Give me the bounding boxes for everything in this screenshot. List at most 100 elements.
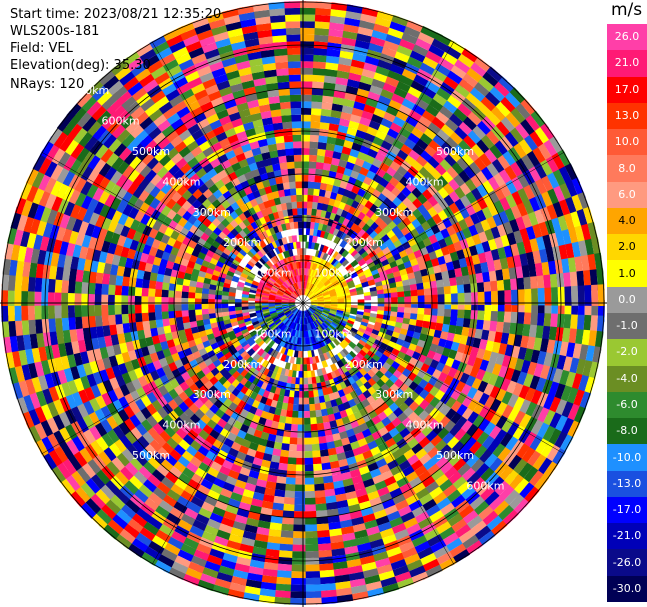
velocity-bin bbox=[271, 314, 279, 320]
velocity-bin bbox=[363, 353, 373, 363]
velocity-bin bbox=[311, 329, 316, 337]
velocity-bin bbox=[315, 291, 322, 296]
velocity-bin bbox=[246, 231, 256, 241]
velocity-bin bbox=[308, 316, 313, 323]
velocity-bin bbox=[258, 239, 267, 249]
velocity-bin bbox=[317, 257, 323, 266]
velocity-bin bbox=[334, 252, 343, 261]
velocity-bin bbox=[328, 312, 336, 318]
velocity-bin bbox=[257, 317, 266, 323]
velocity-bin bbox=[332, 260, 341, 268]
velocity-bin bbox=[245, 336, 254, 344]
velocity-bin bbox=[256, 339, 265, 347]
velocity-bin bbox=[269, 311, 277, 316]
velocity-bin bbox=[280, 258, 287, 267]
velocity-bin bbox=[305, 317, 309, 324]
velocity-bin bbox=[262, 245, 270, 254]
velocity-bin bbox=[336, 274, 344, 281]
velocity-bin bbox=[349, 291, 358, 296]
velocity-bin bbox=[368, 316, 377, 324]
velocity-bin bbox=[304, 310, 307, 318]
velocity-bin bbox=[333, 354, 341, 363]
velocity-bin bbox=[313, 242, 320, 251]
velocity-bin bbox=[323, 295, 331, 299]
velocity-bin bbox=[263, 272, 272, 279]
velocity-bin bbox=[289, 356, 295, 364]
velocity-bin bbox=[289, 306, 296, 310]
velocity-bin bbox=[312, 277, 318, 285]
velocity-bin bbox=[292, 315, 297, 323]
velocity-bin bbox=[284, 310, 291, 315]
velocity-bin bbox=[285, 327, 291, 335]
velocity-bin bbox=[288, 305, 296, 308]
velocity-bin bbox=[322, 291, 330, 296]
velocity-bin bbox=[310, 322, 315, 330]
velocity-bin bbox=[257, 365, 267, 374]
velocity-bin bbox=[291, 293, 298, 298]
velocity-bin bbox=[348, 329, 357, 337]
velocity-bin bbox=[228, 238, 239, 249]
velocity-bin bbox=[317, 318, 323, 324]
velocity-bin bbox=[329, 323, 337, 330]
velocity-bin bbox=[368, 346, 378, 356]
velocity-bin bbox=[337, 276, 345, 283]
velocity-bin bbox=[350, 231, 360, 241]
velocity-bin bbox=[355, 244, 365, 254]
velocity-bin bbox=[308, 291, 313, 298]
velocity-bin bbox=[283, 318, 289, 324]
velocity-bin bbox=[316, 296, 324, 300]
velocity-bin bbox=[316, 281, 322, 288]
velocity-bin bbox=[315, 310, 322, 315]
velocity-bin bbox=[308, 323, 312, 331]
velocity-bin bbox=[276, 309, 284, 314]
velocity-bin bbox=[316, 294, 323, 298]
velocity-bin bbox=[333, 283, 341, 290]
velocity-bin bbox=[347, 317, 356, 324]
velocity-bin bbox=[285, 311, 292, 317]
velocity-bin bbox=[322, 292, 330, 297]
velocity-bin bbox=[234, 343, 243, 352]
velocity-bin bbox=[355, 342, 364, 351]
velocity-bin bbox=[262, 325, 270, 332]
velocity-bin bbox=[328, 288, 336, 294]
velocity-bin bbox=[340, 317, 349, 323]
velocity-bin bbox=[350, 365, 360, 375]
velocity-bin bbox=[311, 285, 317, 292]
velocity-bin bbox=[242, 342, 251, 351]
velocity-bin bbox=[277, 278, 284, 285]
velocity-bin bbox=[305, 310, 309, 317]
velocity-bin bbox=[348, 350, 357, 360]
velocity-bin bbox=[363, 330, 372, 338]
velocity-bin bbox=[309, 315, 314, 323]
velocity-bin bbox=[285, 264, 291, 272]
velocity-bin bbox=[284, 362, 291, 370]
velocity-bin bbox=[258, 280, 267, 287]
velocity-bin bbox=[233, 353, 243, 363]
velocity-bin bbox=[365, 326, 374, 335]
velocity-bin bbox=[254, 234, 263, 243]
velocity-bin bbox=[299, 288, 302, 296]
velocity-bin bbox=[286, 312, 293, 318]
velocity-bin bbox=[353, 233, 363, 243]
velocity-bin bbox=[265, 243, 273, 252]
velocity-bin bbox=[336, 359, 345, 369]
velocity-bin bbox=[323, 294, 331, 298]
velocity-bin bbox=[333, 328, 341, 336]
velocity-bin bbox=[231, 350, 241, 360]
velocity-ppi-display: 100km200km300km400km500km600km700km100km… bbox=[0, 0, 607, 607]
velocity-bin bbox=[292, 292, 298, 298]
velocity-bin bbox=[235, 231, 245, 242]
velocity-bin bbox=[260, 332, 268, 341]
velocity-bin bbox=[288, 313, 294, 320]
velocity-bin bbox=[353, 345, 362, 354]
velocity-bin bbox=[282, 347, 289, 356]
velocity-bin bbox=[261, 367, 270, 376]
velocity-bin bbox=[330, 355, 338, 364]
velocity-bin bbox=[291, 363, 298, 371]
velocity-bin bbox=[341, 259, 350, 267]
velocity-bin bbox=[326, 272, 333, 279]
velocity-bin bbox=[245, 277, 254, 284]
velocity-bin bbox=[328, 265, 336, 273]
velocity-bin bbox=[263, 287, 271, 293]
velocity-bin bbox=[228, 305, 236, 312]
